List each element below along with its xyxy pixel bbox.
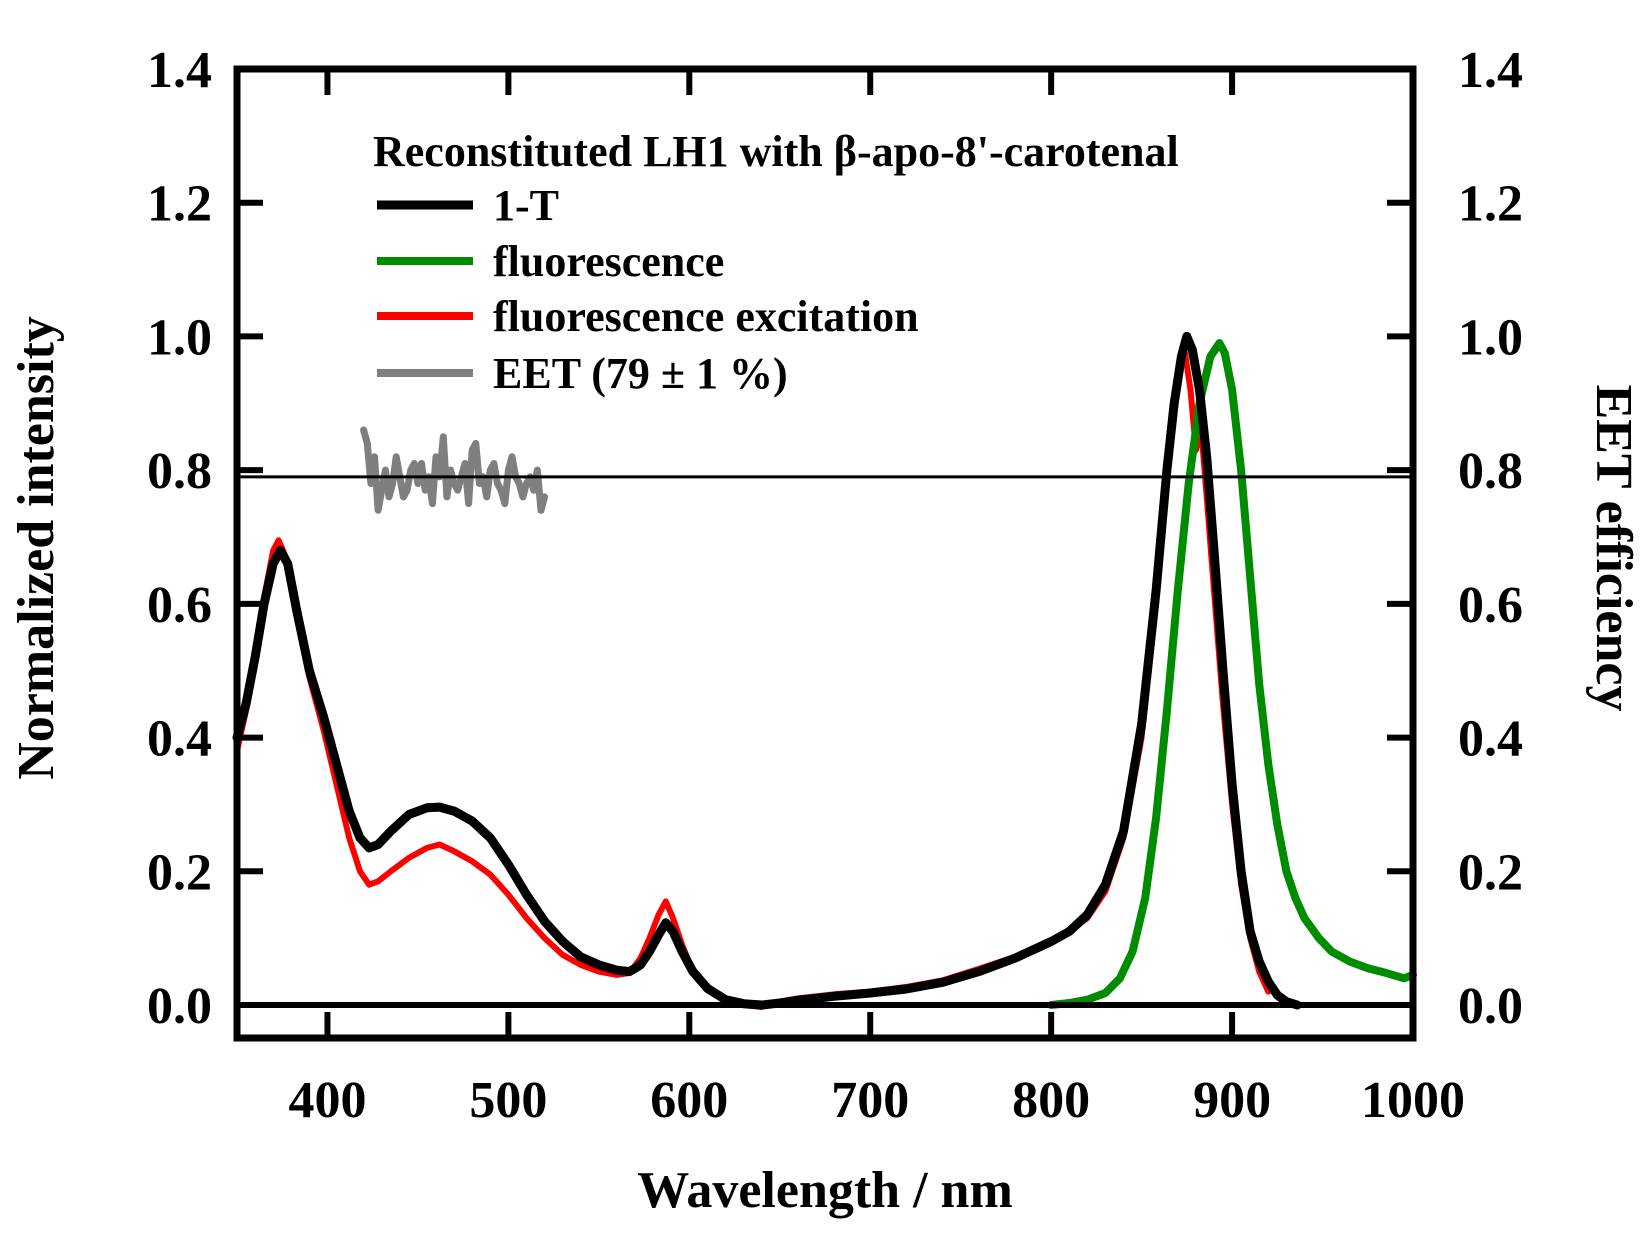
series-layer xyxy=(232,331,1417,1010)
y-tick-label: 0.8 xyxy=(147,443,212,500)
y-tick-label: 1.0 xyxy=(147,309,212,366)
series-fluorescence-excitation xyxy=(234,350,1272,1010)
x-tick-label: 800 xyxy=(1012,1072,1090,1129)
x-tick-label: 900 xyxy=(1193,1072,1271,1129)
legend-label: 1-T xyxy=(493,181,559,230)
y2-axis-title: EET efficiency xyxy=(1585,385,1642,712)
y-tick-label: 0.6 xyxy=(147,577,212,634)
y2-tick-label: 1.4 xyxy=(1458,42,1523,99)
y-tick-label: 0.4 xyxy=(147,711,212,768)
series-fluorescence xyxy=(1047,339,1417,1009)
y2-tick-label: 0.2 xyxy=(1458,844,1523,901)
x-tick-label: 1000 xyxy=(1361,1072,1465,1129)
series-1-t xyxy=(232,331,1302,1010)
y2-tick-label: 0.0 xyxy=(1458,978,1523,1035)
legend-label: fluorescence xyxy=(493,237,724,286)
x-tick-label: 500 xyxy=(469,1072,547,1129)
legend-title: Reconstituted LH1 with β-apo-8'-carotena… xyxy=(373,127,1179,176)
x-axis-title: Wavelength / nm xyxy=(637,1162,1013,1219)
y2-tick-label: 0.6 xyxy=(1458,577,1523,634)
x-tick-label: 400 xyxy=(288,1072,366,1129)
y-axis-title: Normalized intensity xyxy=(8,316,65,780)
x-tick-label: 600 xyxy=(650,1072,728,1129)
legend-label: fluorescence excitation xyxy=(493,292,919,341)
axes-layer: 400 500 600 700 800 900 1000 0.0 0.0 0.2 0.2 0.4 0.4… xyxy=(147,42,1523,1129)
y-tick-label: 0.0 xyxy=(147,978,212,1035)
x-tick-label: 700 xyxy=(831,1072,909,1129)
series-eet-79-1 xyxy=(360,426,549,514)
y2-tick-label: 1.0 xyxy=(1458,309,1523,366)
legend-label: EET (79 ± 1 %) xyxy=(493,349,788,398)
plot-frame xyxy=(233,65,1417,1042)
y-tick-label: 1.2 xyxy=(147,176,212,233)
y-tick-label: 0.2 xyxy=(147,844,212,901)
legend: Reconstituted LH1 with β-apo-8'-carotena… xyxy=(373,127,1179,398)
y2-tick-label: 1.2 xyxy=(1458,176,1523,233)
y2-tick-label: 0.8 xyxy=(1458,443,1523,500)
y2-tick-label: 0.4 xyxy=(1458,711,1523,768)
y-tick-label: 1.4 xyxy=(147,42,212,99)
